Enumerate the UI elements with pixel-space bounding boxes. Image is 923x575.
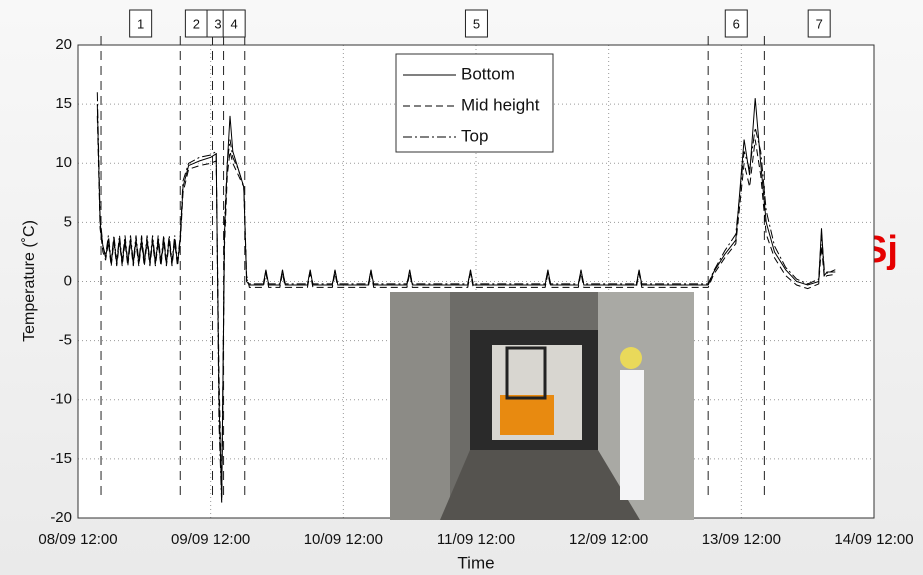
legend-label: Bottom [461,64,515,83]
phase-box [464,9,488,38]
y-tick-label: -10 [50,391,72,408]
phase-label: 3 [214,16,221,31]
phase-box [222,9,246,38]
phase-label: 2 [193,16,200,31]
legend-box [395,53,554,153]
phase-label: 7 [816,16,823,31]
y-tick-label: 10 [55,154,72,171]
x-tick-label: 13/09 12:00 [702,531,781,548]
x-tick-label: 09/09 12:00 [171,531,250,548]
x-tick-label: 14/09 12:00 [834,531,913,548]
phase-box [129,9,153,38]
y-tick-label: -5 [59,332,72,349]
phase-box [724,9,748,38]
legend-label: Mid height [461,95,540,114]
phase-label: 4 [231,16,238,31]
phase-label: 6 [733,16,740,31]
series-line [96,115,836,495]
y-tick-label: 15 [55,95,72,112]
y-tick-label: -20 [50,509,72,526]
series-line [96,92,836,504]
y-tick-label: -15 [50,450,72,467]
photo [390,292,694,520]
x-axis-label: Time [457,553,494,572]
y-tick-label: 5 [64,213,72,230]
y-tick-label: 20 [55,36,72,53]
x-tick-label: 10/09 12:00 [304,531,383,548]
phase-label: 1 [137,16,144,31]
y-axis-label: Temperature (˚C) [21,220,38,342]
legend-label: Top [461,126,488,145]
x-tick-label: 11/09 12:00 [437,531,515,548]
y-tick-label: 0 [64,272,72,289]
phase-label: 5 [473,16,480,31]
x-tick-label: 12/09 12:00 [569,531,648,548]
phase-box [807,9,831,38]
x-tick-label: 08/09 12:00 [38,531,117,548]
legend: Bottom Mid height Top [395,53,554,153]
